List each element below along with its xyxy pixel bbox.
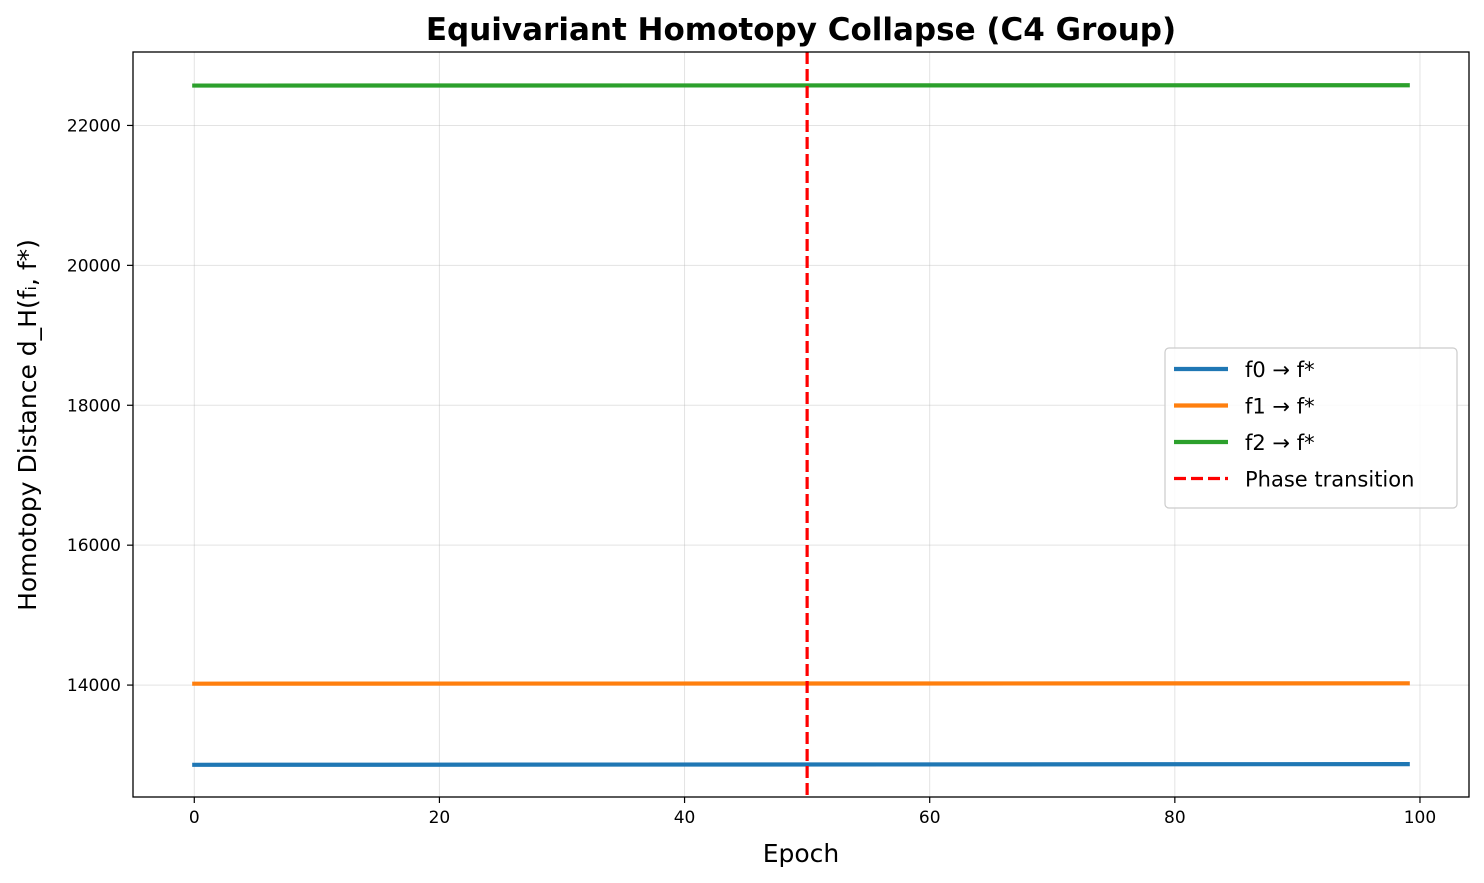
x-tick-label: 20 xyxy=(429,808,451,828)
series-line-f0 xyxy=(192,762,1410,767)
legend-entry-label: f0 → f* xyxy=(1245,358,1315,382)
chart-title: Equivariant Homotopy Collapse (C4 Group) xyxy=(426,12,1176,48)
legend: f0 → f* f1 → f* f2 → f* Phase transition xyxy=(1164,347,1458,509)
plot-frame xyxy=(132,51,1470,798)
x-tick-label: 40 xyxy=(674,808,696,828)
x-tick-label: 60 xyxy=(919,808,941,828)
legend-entry-label: f1 → f* xyxy=(1245,395,1315,419)
y-axis-label: Homotopy Distance d_H(fᵢ, f*) xyxy=(13,239,42,611)
x-axis-label: Epoch xyxy=(763,839,840,868)
y-tick-label: 20000 xyxy=(67,256,121,276)
y-tick-label: 14000 xyxy=(67,676,121,696)
y-tick-label: 22000 xyxy=(67,116,121,136)
y-tick-label: 16000 xyxy=(67,536,121,556)
series-lines xyxy=(192,83,1410,767)
axis-ticks: 0 20 40 60 80 100 14000 16000 18000 20000 22000 xyxy=(67,116,1436,828)
x-tick-label: 80 xyxy=(1164,808,1186,828)
legend-entry-label: Phase transition xyxy=(1245,468,1414,492)
y-tick-label: 18000 xyxy=(67,396,121,416)
x-tick-label: 100 xyxy=(1404,808,1436,828)
legend-box xyxy=(1164,347,1458,509)
x-tick-label: 0 xyxy=(189,808,200,828)
legend-entry-label: f2 → f* xyxy=(1245,431,1315,455)
